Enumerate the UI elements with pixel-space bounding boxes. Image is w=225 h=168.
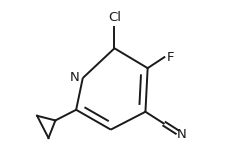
Text: F: F — [166, 51, 173, 64]
Text: N: N — [70, 71, 79, 84]
Text: Cl: Cl — [108, 11, 120, 24]
Text: N: N — [176, 128, 185, 141]
